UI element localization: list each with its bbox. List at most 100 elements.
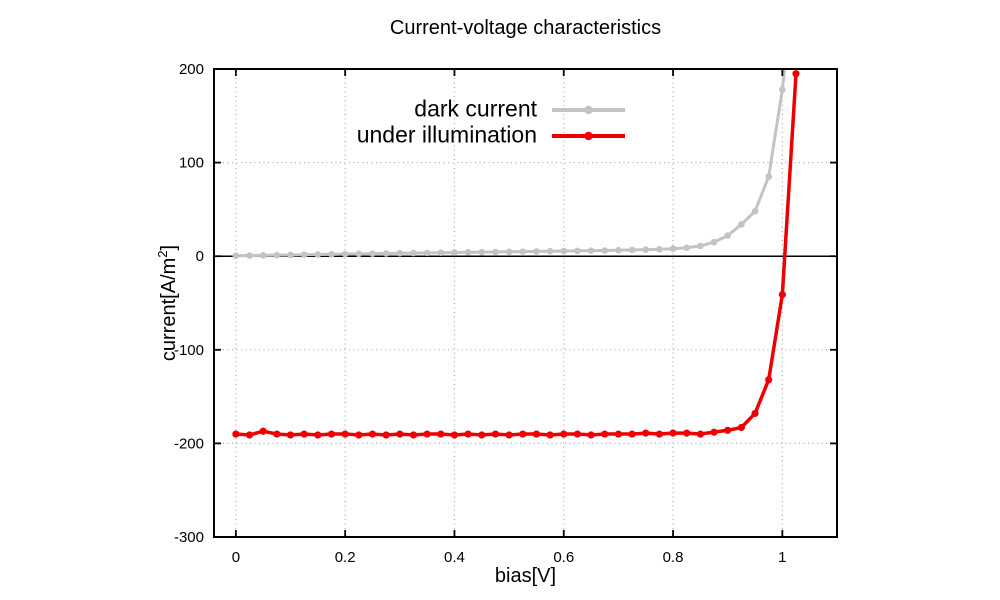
data-point-under-illumination: [464, 430, 472, 438]
data-point-under-illumination: [696, 430, 704, 438]
data-point-under-illumination: [396, 430, 404, 438]
data-point-dark-current: [615, 246, 622, 254]
y-axis-label: current[A/m2]: [155, 245, 181, 361]
data-point-dark-current: [779, 86, 786, 93]
data-point-dark-current: [533, 248, 540, 255]
data-point-under-illumination: [546, 431, 554, 439]
data-point-dark-current: [601, 247, 609, 254]
x-tick-label: 0.4: [444, 549, 465, 566]
data-point-under-illumination: [314, 431, 322, 439]
data-point-dark-current: [478, 248, 486, 256]
data-point-under-illumination: [751, 409, 759, 418]
data-point-dark-current: [451, 249, 458, 256]
data-point-dark-current: [341, 250, 349, 258]
data-point-under-illumination: [710, 428, 718, 436]
x-tick-label: 0.2: [335, 549, 356, 566]
y-tick-label: -100: [174, 342, 204, 359]
data-point-under-illumination: [628, 430, 636, 438]
data-point-under-illumination: [409, 431, 418, 439]
legend-marker-sample-under-illumination: [584, 131, 593, 141]
data-point-dark-current: [724, 232, 732, 239]
y-tick-label: 0: [196, 248, 204, 265]
data-point-under-illumination: [355, 431, 363, 439]
data-point-dark-current: [546, 247, 554, 255]
y-tick-label: 200: [179, 61, 204, 78]
data-point-dark-current: [287, 251, 294, 259]
data-point-dark-current: [656, 245, 663, 253]
data-point-under-illumination: [573, 430, 582, 438]
data-point-under-illumination: [273, 430, 281, 438]
data-point-under-illumination: [519, 430, 527, 438]
data-point-under-illumination: [642, 429, 650, 437]
y-tick-label: -200: [174, 435, 204, 452]
data-point-under-illumination: [792, 70, 800, 78]
data-point-dark-current: [396, 249, 404, 257]
x-axis-label: bias[V]: [494, 565, 557, 587]
data-point-dark-current: [259, 252, 267, 259]
data-point-dark-current: [314, 251, 322, 258]
data-point-under-illumination: [765, 376, 773, 384]
y-axis-label-text: current[A/m: [157, 257, 180, 362]
data-point-under-illumination: [505, 431, 513, 439]
data-point-under-illumination: [245, 431, 254, 439]
chart-title: Current-voltage characteristics: [389, 17, 662, 39]
data-point-dark-current: [683, 244, 691, 252]
x-tick-label: 0.8: [663, 549, 684, 566]
data-point-dark-current: [300, 251, 308, 259]
data-point-dark-current: [697, 242, 704, 250]
data-point-under-illumination: [560, 430, 568, 438]
data-point-dark-current: [765, 173, 772, 180]
data-point-under-illumination: [437, 430, 445, 438]
data-point-under-illumination: [491, 430, 500, 438]
data-point-under-illumination: [601, 430, 609, 438]
data-point-dark-current: [587, 247, 595, 254]
data-point-dark-current: [328, 251, 335, 258]
data-point-dark-current: [273, 251, 281, 259]
data-point-under-illumination: [655, 430, 663, 438]
y-tick-label: 100: [179, 155, 204, 172]
plot-frame: [213, 68, 838, 538]
data-point-dark-current: [669, 245, 677, 253]
data-point-under-illumination: [450, 431, 459, 439]
data-point-dark-current: [519, 248, 527, 255]
data-point-under-illumination: [259, 427, 267, 435]
data-point-dark-current: [642, 246, 650, 253]
data-point-under-illumination: [669, 429, 677, 437]
data-point-under-illumination: [327, 430, 336, 438]
data-point-dark-current: [369, 250, 376, 257]
data-point-dark-current: [738, 221, 745, 228]
data-point-dark-current: [574, 247, 581, 255]
x-tick-label: 0: [232, 549, 240, 566]
data-point-dark-current: [232, 252, 240, 260]
data-point-under-illumination: [683, 429, 691, 437]
data-point-under-illumination: [478, 431, 486, 439]
data-point-under-illumination: [368, 430, 377, 438]
legend-marker-sample-dark-current: [584, 105, 593, 115]
legend-label-under-illumination: under illumination: [356, 121, 537, 148]
data-point-dark-current: [464, 249, 472, 256]
data-point-dark-current: [628, 246, 636, 254]
data-point-under-illumination: [423, 430, 431, 438]
data-point-dark-current: [492, 248, 499, 256]
data-point-dark-current: [410, 249, 417, 257]
data-point-under-illumination: [737, 423, 745, 432]
data-point-under-illumination: [286, 431, 295, 439]
data-point-dark-current: [423, 249, 431, 257]
data-point-under-illumination: [382, 431, 390, 439]
data-point-dark-current: [751, 207, 759, 215]
data-point-dark-current: [246, 252, 253, 259]
data-point-dark-current: [382, 250, 390, 257]
data-point-under-illumination: [724, 426, 732, 434]
series-group: [232, 69, 800, 439]
data-point-dark-current: [505, 248, 513, 256]
data-point-under-illumination: [232, 430, 240, 438]
data-point-under-illumination: [532, 430, 541, 438]
data-point-dark-current: [710, 238, 718, 246]
data-point-under-illumination: [587, 431, 595, 439]
y-axis-label-suffix: ]: [157, 244, 180, 251]
data-point-under-illumination: [614, 430, 623, 438]
data-point-dark-current: [560, 247, 568, 255]
data-point-dark-current: [355, 250, 363, 258]
